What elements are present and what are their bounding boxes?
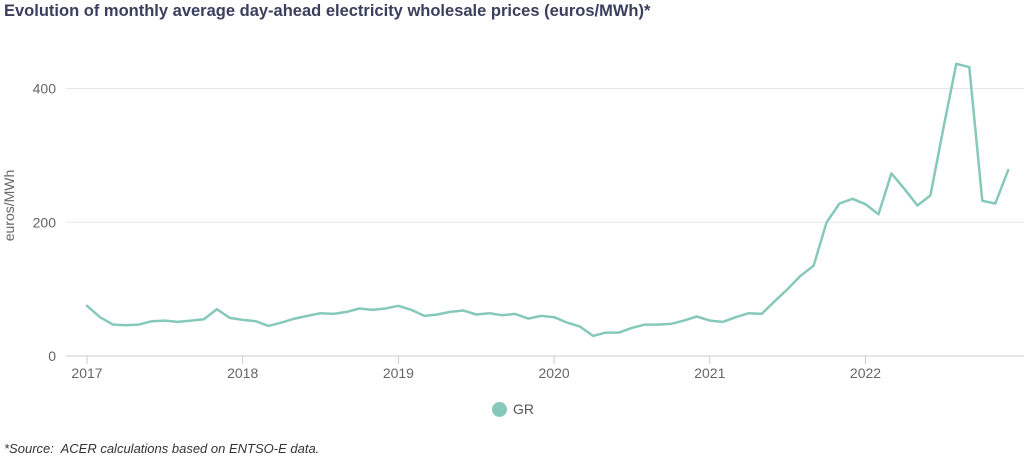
series-layer <box>85 62 1010 338</box>
x-tick-label: 2017 <box>71 365 102 381</box>
x-tick-label: 2021 <box>694 365 725 381</box>
y-axis-title: euros/MWh <box>1 170 17 242</box>
x-tick-label: 2020 <box>539 365 570 381</box>
source-note: *Source: ACER calculations based on ENTS… <box>4 441 320 456</box>
x-tick-label: 2019 <box>383 365 414 381</box>
x-tick-label: 2018 <box>227 365 258 381</box>
grid-lines <box>66 88 1024 357</box>
chart-title: Evolution of monthly average day-ahead e… <box>4 2 651 20</box>
series-line-gr[interactable] <box>85 62 1010 338</box>
x-axis-ticks: 2017 2018 2019 2020 2021 2022 <box>71 356 881 381</box>
y-tick-label: 200 <box>33 214 57 230</box>
legend[interactable]: GR <box>492 401 534 417</box>
y-axis-ticks: 0 200 400 <box>33 81 57 365</box>
y-tick-label: 0 <box>48 348 56 364</box>
legend-marker-icon <box>492 401 507 417</box>
y-tick-label: 400 <box>33 81 57 97</box>
legend-label-gr: GR <box>513 401 534 417</box>
x-tick-label: 2022 <box>850 365 881 381</box>
